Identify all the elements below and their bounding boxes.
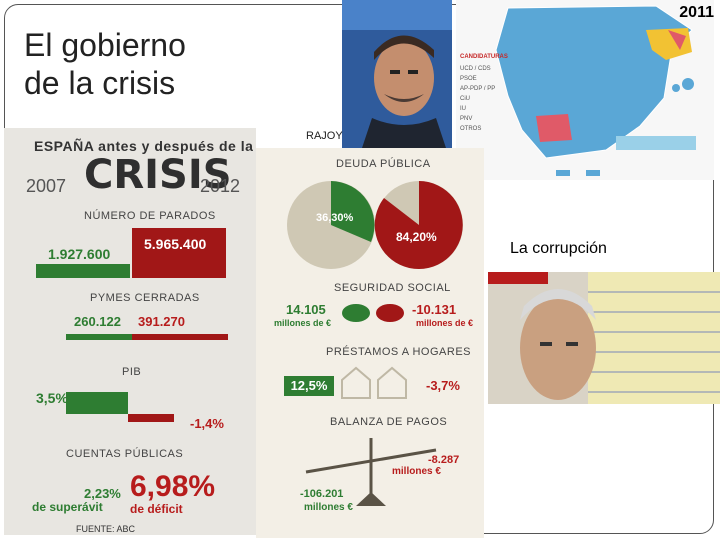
title-line-1: El gobierno <box>24 27 186 63</box>
corruption-label: La corrupción <box>510 240 607 257</box>
accounts-after-note: de déficit <box>130 502 183 516</box>
legend-item: CiU <box>460 96 470 102</box>
middle-infographic: DEUDA PÚBLICA 36,30% 84,20% SEGURIDAD SO… <box>256 148 484 538</box>
accounts-before-note: de superávit <box>32 500 103 514</box>
gdp-before: 3,5% <box>36 390 68 406</box>
loans-after: -3,7% <box>426 378 460 393</box>
infographic-heading: ESPAÑA antes y después de la <box>34 138 254 154</box>
gdp-label: PIB <box>122 366 142 378</box>
debt-after: 84,20% <box>396 230 437 244</box>
unemployed-before-bar <box>36 264 130 278</box>
balance-after-unit: millones € <box>392 466 441 477</box>
year-to: 2012 <box>200 176 241 196</box>
accounts-label: CUENTAS PÚBLICAS <box>66 448 184 460</box>
election-map: CANDIDATURAS UCD / CDS PSOE AP-PDP / PP … <box>456 0 714 180</box>
year-from: 2007 <box>26 176 67 196</box>
balance-after: -8.287 <box>428 454 460 466</box>
debt-label: DEUDA PÚBLICA <box>336 158 431 170</box>
ss-before: 14.105 <box>286 302 326 317</box>
house-icon <box>341 366 407 399</box>
rajoy-portrait-icon <box>342 0 452 148</box>
balance-before-unit: millones € <box>304 502 353 513</box>
rajoy-label: RAJOY <box>306 130 343 142</box>
crisis-title: CRISIS <box>84 152 232 198</box>
legend-item: PSOE <box>460 76 477 82</box>
balance-label: BALANZA DE PAGOS <box>330 416 448 428</box>
legend-item: OTROS <box>460 126 482 132</box>
unemployed-after: 5.965.400 <box>144 236 207 252</box>
title-line-2: de la crisis <box>24 65 176 101</box>
smes-after-bar <box>132 334 228 340</box>
legend-item: IU <box>460 106 466 112</box>
corruption-photo <box>488 272 720 404</box>
piggy-bank-icon <box>342 304 404 322</box>
loans-before: 12,5% <box>284 376 334 396</box>
balance-before: -106.201 <box>300 488 344 500</box>
gdp-before-bar <box>66 392 128 414</box>
legend-item: UCD / CDS <box>460 66 491 72</box>
debt-before-pie-icon <box>287 181 375 269</box>
slide-title: El gobierno de la crisis <box>24 26 186 102</box>
rajoy-photo <box>342 0 452 148</box>
gdp-after: -1,4% <box>190 416 224 431</box>
unemployed-label: NÚMERO DE PARADOS <box>84 210 216 222</box>
smes-label: PYMES CERRADAS <box>90 292 200 304</box>
scale-icon <box>305 438 437 506</box>
unemployed-before: 1.927.600 <box>48 246 111 262</box>
ss-after: -10.131 <box>412 302 457 317</box>
year-label: 2011 <box>679 4 714 21</box>
map-legend: UCD / CDS PSOE AP-PDP / PP CiU IU PNV OT… <box>460 64 520 134</box>
smes-before: 260.122 <box>74 314 121 329</box>
debt-before: 36,30% <box>316 212 354 224</box>
left-infographic: ESPAÑA antes y después de la 2007 CRISIS… <box>4 128 256 535</box>
spain-map-icon <box>456 0 714 180</box>
accounts-before: 2,23% <box>84 486 121 501</box>
legend-item: AP-PDP / PP <box>460 86 496 92</box>
legend-item: PNV <box>460 116 473 122</box>
social-security-label: SEGURIDAD SOCIAL <box>334 282 451 294</box>
smes-after: 391.270 <box>138 314 185 329</box>
ss-before-unit: millones de € <box>274 318 332 328</box>
corruption-portrait-icon <box>488 272 720 404</box>
gdp-after-bar <box>128 414 174 422</box>
source-label: FUENTE: ABC <box>76 524 136 534</box>
debt-after-pie-icon <box>374 181 463 269</box>
ss-after-unit: millones de € <box>416 318 474 328</box>
loans-label: PRÉSTAMOS A HOGARES <box>326 346 471 358</box>
smes-before-bar <box>66 334 132 340</box>
unemployed-after-bar <box>132 228 226 278</box>
map-legend-title: CANDIDATURAS <box>460 54 508 60</box>
accounts-after: 6,98% <box>130 470 216 503</box>
